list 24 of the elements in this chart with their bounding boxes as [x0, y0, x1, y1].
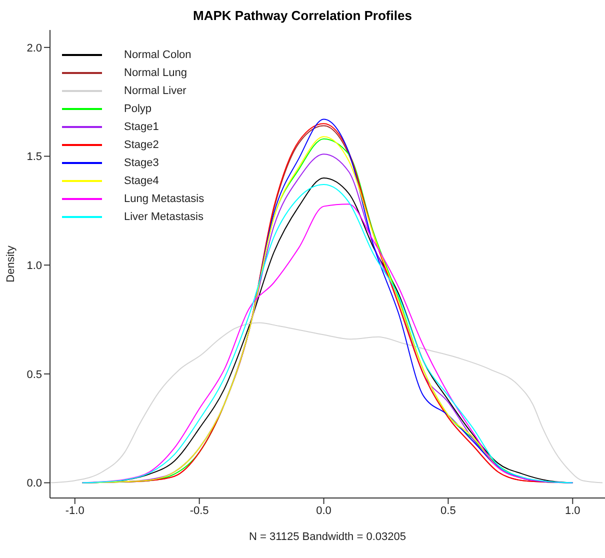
y-tick-label: 1.0: [26, 260, 42, 272]
legend-label: Lung Metastasis: [124, 193, 204, 205]
legend-label: Stage3: [124, 157, 159, 169]
y-tick-label: 0.0: [26, 478, 42, 490]
x-axis-title: N = 31125 Bandwidth = 0.03205: [249, 531, 406, 543]
legend-label: Normal Colon: [124, 49, 192, 61]
legend-label: Stage2: [124, 139, 159, 151]
x-tick-label: -1.0: [65, 504, 84, 517]
y-tick-label: 1.5: [26, 151, 42, 164]
legend-label: Normal Liver: [124, 85, 186, 97]
legend-label: Liver Metastasis: [124, 211, 204, 223]
y-tick-label: 0.5: [26, 368, 42, 381]
y-axis-title: Density: [4, 245, 17, 282]
x-tick-label: 1.0: [564, 504, 580, 517]
x-tick-label: -0.5: [190, 504, 209, 517]
y-tick-label: 2.0: [26, 42, 42, 54]
legend-label: Polyp: [124, 103, 152, 115]
legend-label: Normal Lung: [124, 67, 187, 79]
chart-title: MAPK Pathway Correlation Profiles: [192, 8, 413, 23]
legend-label: Stage4: [124, 175, 159, 187]
x-tick-label: 0.0: [316, 504, 332, 517]
legend-label: Stage1: [124, 121, 159, 133]
line-series: [50, 322, 604, 484]
x-tick-label: 0.5: [440, 504, 456, 517]
